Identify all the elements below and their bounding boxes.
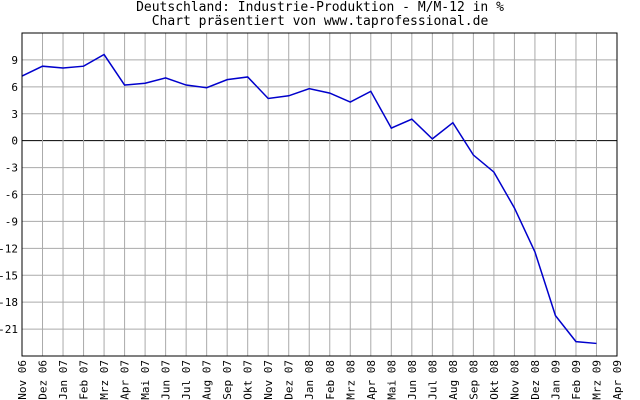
x-tick-label: Okt 07 xyxy=(242,360,255,400)
y-tick-label: -3 xyxy=(5,162,18,175)
x-tick-label: Okt 08 xyxy=(488,360,501,400)
x-tick-label: Jul 07 xyxy=(180,360,193,400)
x-tick-label: Apr 08 xyxy=(365,360,378,400)
x-tick-label: Jan 07 xyxy=(57,360,70,400)
x-tick-label: Aug 07 xyxy=(201,360,214,400)
y-tick-label: 0 xyxy=(11,135,18,148)
x-tick-label: Nov 06 xyxy=(16,360,29,400)
x-tick-label: Jan 08 xyxy=(303,360,316,400)
x-tick-label: Dez 06 xyxy=(37,360,50,400)
x-tick-label: Jun 07 xyxy=(160,360,173,400)
chart-subtitle: Chart präsentiert von www.taprofessional… xyxy=(152,14,489,29)
x-tick-label: Dez 08 xyxy=(529,360,542,400)
x-tick-label: Feb 09 xyxy=(570,360,583,400)
x-tick-label: Aug 08 xyxy=(447,360,460,400)
y-tick-label: -9 xyxy=(5,215,18,228)
y-tick-label: 6 xyxy=(11,81,18,94)
x-tick-label: Jun 08 xyxy=(406,360,419,400)
x-tick-label: Apr 09 xyxy=(611,360,624,400)
y-tick-label: 3 xyxy=(11,108,18,121)
x-tick-label: Dez 07 xyxy=(283,360,296,400)
x-tick-label: Mrz 09 xyxy=(590,360,603,400)
x-tick-label: Sep 08 xyxy=(467,360,480,400)
x-tick-label: Jul 08 xyxy=(426,360,439,400)
chart-title: Deutschland: Industrie-Produktion - M/M-… xyxy=(136,0,504,15)
x-tick-label: Jan 09 xyxy=(549,360,562,400)
x-tick-label: Mrz 08 xyxy=(344,360,357,400)
data-line xyxy=(21,53,597,345)
x-tick-label: Nov 08 xyxy=(508,360,521,400)
x-tick-label: Sep 07 xyxy=(221,360,234,400)
x-tick-label: Mai 07 xyxy=(139,360,152,400)
y-tick-label: -18 xyxy=(0,296,18,309)
y-tick-label: -12 xyxy=(0,242,18,255)
x-tick-label: Mai 08 xyxy=(385,360,398,400)
y-tick-label: -21 xyxy=(0,323,18,336)
x-tick-label: Feb 08 xyxy=(324,360,337,400)
y-tick-label: -15 xyxy=(0,269,18,282)
x-tick-label: Feb 07 xyxy=(78,360,91,400)
y-tick-label: -6 xyxy=(5,189,18,202)
y-tick-label: 9 xyxy=(11,54,18,67)
x-tick-label: Mrz 07 xyxy=(98,360,111,400)
x-tick-label: Nov 07 xyxy=(262,360,275,400)
plot-border xyxy=(21,32,618,357)
x-tick-label: Apr 07 xyxy=(119,360,132,400)
